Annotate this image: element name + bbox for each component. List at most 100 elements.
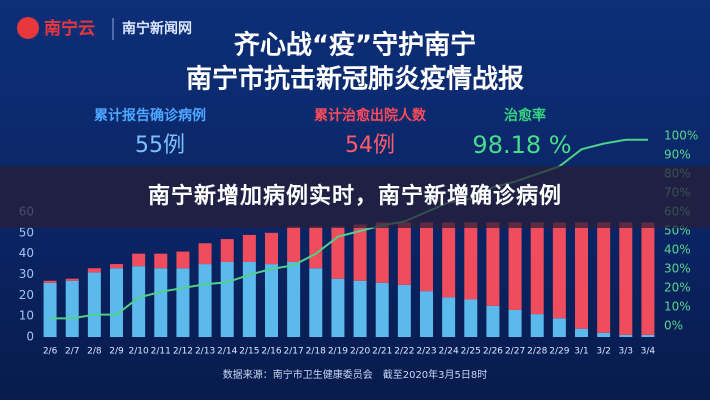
x-tick-label: 2/23 [416, 347, 436, 357]
bar [397, 222, 411, 285]
bar [597, 332, 611, 337]
title: 南宁市抗击新冠肺炎疫情战报 [186, 64, 524, 95]
y2-tick-label: 10% [664, 300, 691, 314]
x-tick-label: 2/29 [549, 347, 569, 357]
bar [353, 280, 367, 337]
bar [420, 222, 433, 292]
source: 数据来源：南宁市卫生健康委员会 截至2020年3月5日8时 [223, 368, 488, 381]
bar [353, 224, 367, 281]
x-tick-label: 3/1 [574, 347, 588, 357]
bar [242, 262, 256, 337]
bar [110, 264, 123, 269]
y2-tick-label: 40% [664, 243, 691, 257]
bar [265, 232, 278, 265]
bar [132, 266, 146, 337]
bar [486, 222, 500, 306]
bar [464, 299, 478, 337]
x-tick-label: 2/17 [284, 347, 304, 357]
x-tick-label: 2/28 [527, 347, 547, 357]
bar [87, 268, 101, 273]
bar [552, 222, 566, 319]
bar [309, 226, 323, 269]
bar [287, 226, 301, 262]
bar [420, 291, 433, 337]
y2-tick-label: 20% [664, 281, 691, 295]
x-tick-label: 2/8 [87, 347, 102, 357]
x-tick-label: 2/21 [372, 347, 392, 357]
y-tick-label: 40 [19, 246, 34, 260]
x-tick-label: 2/9 [109, 347, 124, 357]
bar [464, 222, 478, 300]
x-tick-label: 2/15 [239, 347, 259, 357]
bar [43, 280, 57, 283]
bar [43, 282, 57, 337]
y-tick-label: 20 [19, 288, 34, 302]
bar [87, 272, 101, 337]
bar [65, 280, 79, 337]
bar [597, 222, 611, 333]
bar [552, 318, 566, 337]
bar [442, 297, 456, 337]
bar [154, 253, 168, 269]
y2-tick-label: 100% [664, 129, 698, 143]
bar [198, 264, 212, 337]
y-tick-label: 0 [26, 330, 34, 344]
x-tick-label: 2/22 [394, 347, 414, 357]
x-tick-label: 2/11 [151, 347, 171, 357]
x-tick-label: 2/12 [173, 347, 193, 357]
x-tick-label: 3/3 [619, 347, 633, 357]
x-tick-label: 2/26 [483, 347, 503, 357]
title: 齐心战“疫”守护南宁 [234, 30, 476, 61]
x-tick-label: 2/25 [461, 347, 481, 357]
x-tick-label: 2/24 [439, 347, 459, 357]
bar [198, 243, 212, 265]
y-tick-label: 30 [19, 267, 34, 281]
y-tick-label: 10 [19, 309, 34, 323]
logo: 南宁云 [44, 18, 95, 39]
x-tick-label: 2/13 [195, 347, 215, 357]
bar [575, 222, 588, 329]
bar [508, 309, 522, 337]
bar [242, 234, 256, 262]
bar [641, 222, 655, 335]
stat-label: 累计报告确诊病例 [94, 107, 206, 124]
stat-value: 55例 [135, 133, 185, 158]
bar [397, 284, 411, 337]
bar [154, 268, 168, 337]
bar [375, 222, 389, 283]
bar [619, 222, 633, 335]
x-tick-label: 2/16 [261, 347, 281, 357]
bar [287, 262, 301, 337]
y2-tick-label: 90% [664, 148, 691, 162]
bar [486, 305, 500, 337]
bar [132, 253, 146, 267]
bar [220, 239, 234, 262]
stat-label: 治愈率 [504, 107, 546, 124]
x-tick-label: 2/20 [350, 347, 370, 357]
x-tick-label: 3/2 [596, 347, 610, 357]
bar [530, 222, 544, 315]
logo-icon [17, 17, 39, 39]
bar [309, 268, 323, 337]
bar [65, 278, 79, 281]
bar [331, 278, 345, 337]
y2-tick-label: 30% [664, 262, 691, 276]
banner: 南宁新增加病例实时，南宁新增确诊病例 [0, 166, 710, 228]
y2-tick-label: 0% [664, 319, 683, 333]
stat-value: 98.18 % [472, 131, 571, 159]
bar [176, 251, 190, 269]
stat-label: 累计治愈出院人数 [314, 107, 427, 124]
x-tick-label: 2/18 [306, 347, 326, 357]
bar [530, 314, 544, 337]
bar [220, 262, 234, 337]
bar [375, 282, 389, 337]
x-tick-label: 2/6 [43, 347, 58, 357]
bar [619, 334, 633, 337]
bar [265, 264, 278, 337]
bar [641, 334, 655, 337]
x-tick-label: 2/27 [505, 347, 525, 357]
x-tick-label: 2/7 [65, 347, 79, 357]
bar [508, 222, 522, 310]
bar [331, 226, 345, 279]
